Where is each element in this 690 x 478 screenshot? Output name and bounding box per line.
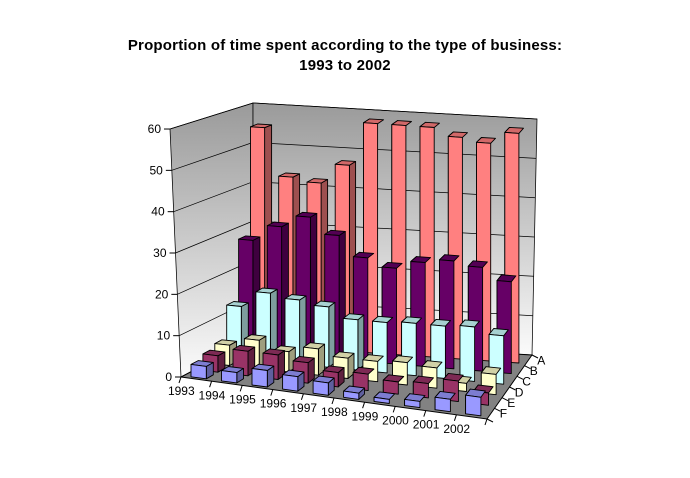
gridline-60 <box>169 102 538 130</box>
category-tick <box>453 414 457 421</box>
bar-front-face <box>312 380 329 396</box>
bar-front-face <box>251 368 268 388</box>
bar-F-2002 <box>465 388 486 417</box>
category-tick <box>392 406 396 413</box>
category-label-1998: 1998 <box>321 405 348 419</box>
bar-F-1998 <box>343 385 365 400</box>
bar-E-1998 <box>352 366 375 392</box>
chart-title-line2: 1993 to 2002 <box>299 57 391 74</box>
series-label-C: C <box>522 375 531 389</box>
bar-front-face <box>404 398 421 409</box>
category-axis: 1993 1994 1995 1996 1997 1998 1999 2000 2001 2002 <box>168 376 488 436</box>
series-label-B: B <box>530 364 538 378</box>
bar-F-1999 <box>373 391 396 404</box>
series-tick <box>516 375 524 380</box>
category-label-1996: 1996 <box>260 397 287 411</box>
category-label-1993: 1993 <box>168 384 195 398</box>
series-row-F <box>190 360 486 417</box>
series-tick <box>501 397 509 402</box>
bar-front-face <box>282 374 299 392</box>
bar-front-face <box>190 363 207 380</box>
value-axis-label-50: 50 <box>149 163 163 177</box>
bar-F-2001 <box>434 390 456 413</box>
value-axis-label-30: 30 <box>153 246 167 260</box>
series-label-D: D <box>515 385 524 399</box>
value-axis: 0 10 20 30 40 50 60 <box>148 122 181 384</box>
chart-title: Proportion of time spent according to th… <box>0 36 690 76</box>
bar-E-2000 <box>412 375 434 399</box>
bar-front-face <box>459 325 476 382</box>
category-tick <box>239 385 243 392</box>
bar-F-2000 <box>404 393 426 409</box>
series-tick <box>531 354 539 359</box>
value-axis-label-60: 60 <box>148 122 162 136</box>
value-axis-label-10: 10 <box>157 329 171 343</box>
series-label-F: F <box>500 407 507 421</box>
bar-C-2001 <box>459 319 480 382</box>
bar-front-face <box>343 390 360 400</box>
series-row-E <box>202 344 494 406</box>
bar-F-1994 <box>221 366 244 384</box>
category-label-1999: 1999 <box>352 409 379 423</box>
value-axis-label-20: 20 <box>155 287 169 301</box>
series-label-E: E <box>507 396 515 410</box>
series-label-A: A <box>537 353 545 367</box>
bar-E-1999 <box>382 374 405 395</box>
bar-F-1997 <box>312 375 335 396</box>
category-label-1994: 1994 <box>199 388 226 402</box>
value-axis-label-0: 0 <box>165 370 172 384</box>
category-label-1997: 1997 <box>290 401 317 415</box>
bar-F-1993 <box>190 360 214 380</box>
series-tick <box>486 418 494 423</box>
category-tick <box>423 410 427 417</box>
series-tick <box>524 365 531 370</box>
category-tick <box>362 402 366 409</box>
value-axis-label-40: 40 <box>151 205 165 219</box>
bar-F-1995 <box>251 363 275 388</box>
series-tick <box>494 407 501 412</box>
category-label-2000: 2000 <box>382 414 409 428</box>
bar-front-face <box>382 379 399 395</box>
category-tick <box>484 418 488 426</box>
category-label-2001: 2001 <box>413 418 440 432</box>
chart-title-line1: Proportion of time spent according to th… <box>127 37 563 54</box>
category-label-2002: 2002 <box>443 422 470 436</box>
category-label-1995: 1995 <box>229 393 256 407</box>
bar-F-1996 <box>282 369 305 392</box>
category-tick <box>300 393 304 400</box>
bar-front-face <box>373 396 390 404</box>
category-tick <box>209 381 213 388</box>
bar-front-face <box>221 370 238 384</box>
bar-front-face <box>465 394 482 417</box>
category-tick <box>270 389 274 396</box>
bar-front-face <box>434 396 451 413</box>
category-tick <box>331 397 335 405</box>
series-tick <box>509 386 516 391</box>
category-tick <box>178 376 182 384</box>
